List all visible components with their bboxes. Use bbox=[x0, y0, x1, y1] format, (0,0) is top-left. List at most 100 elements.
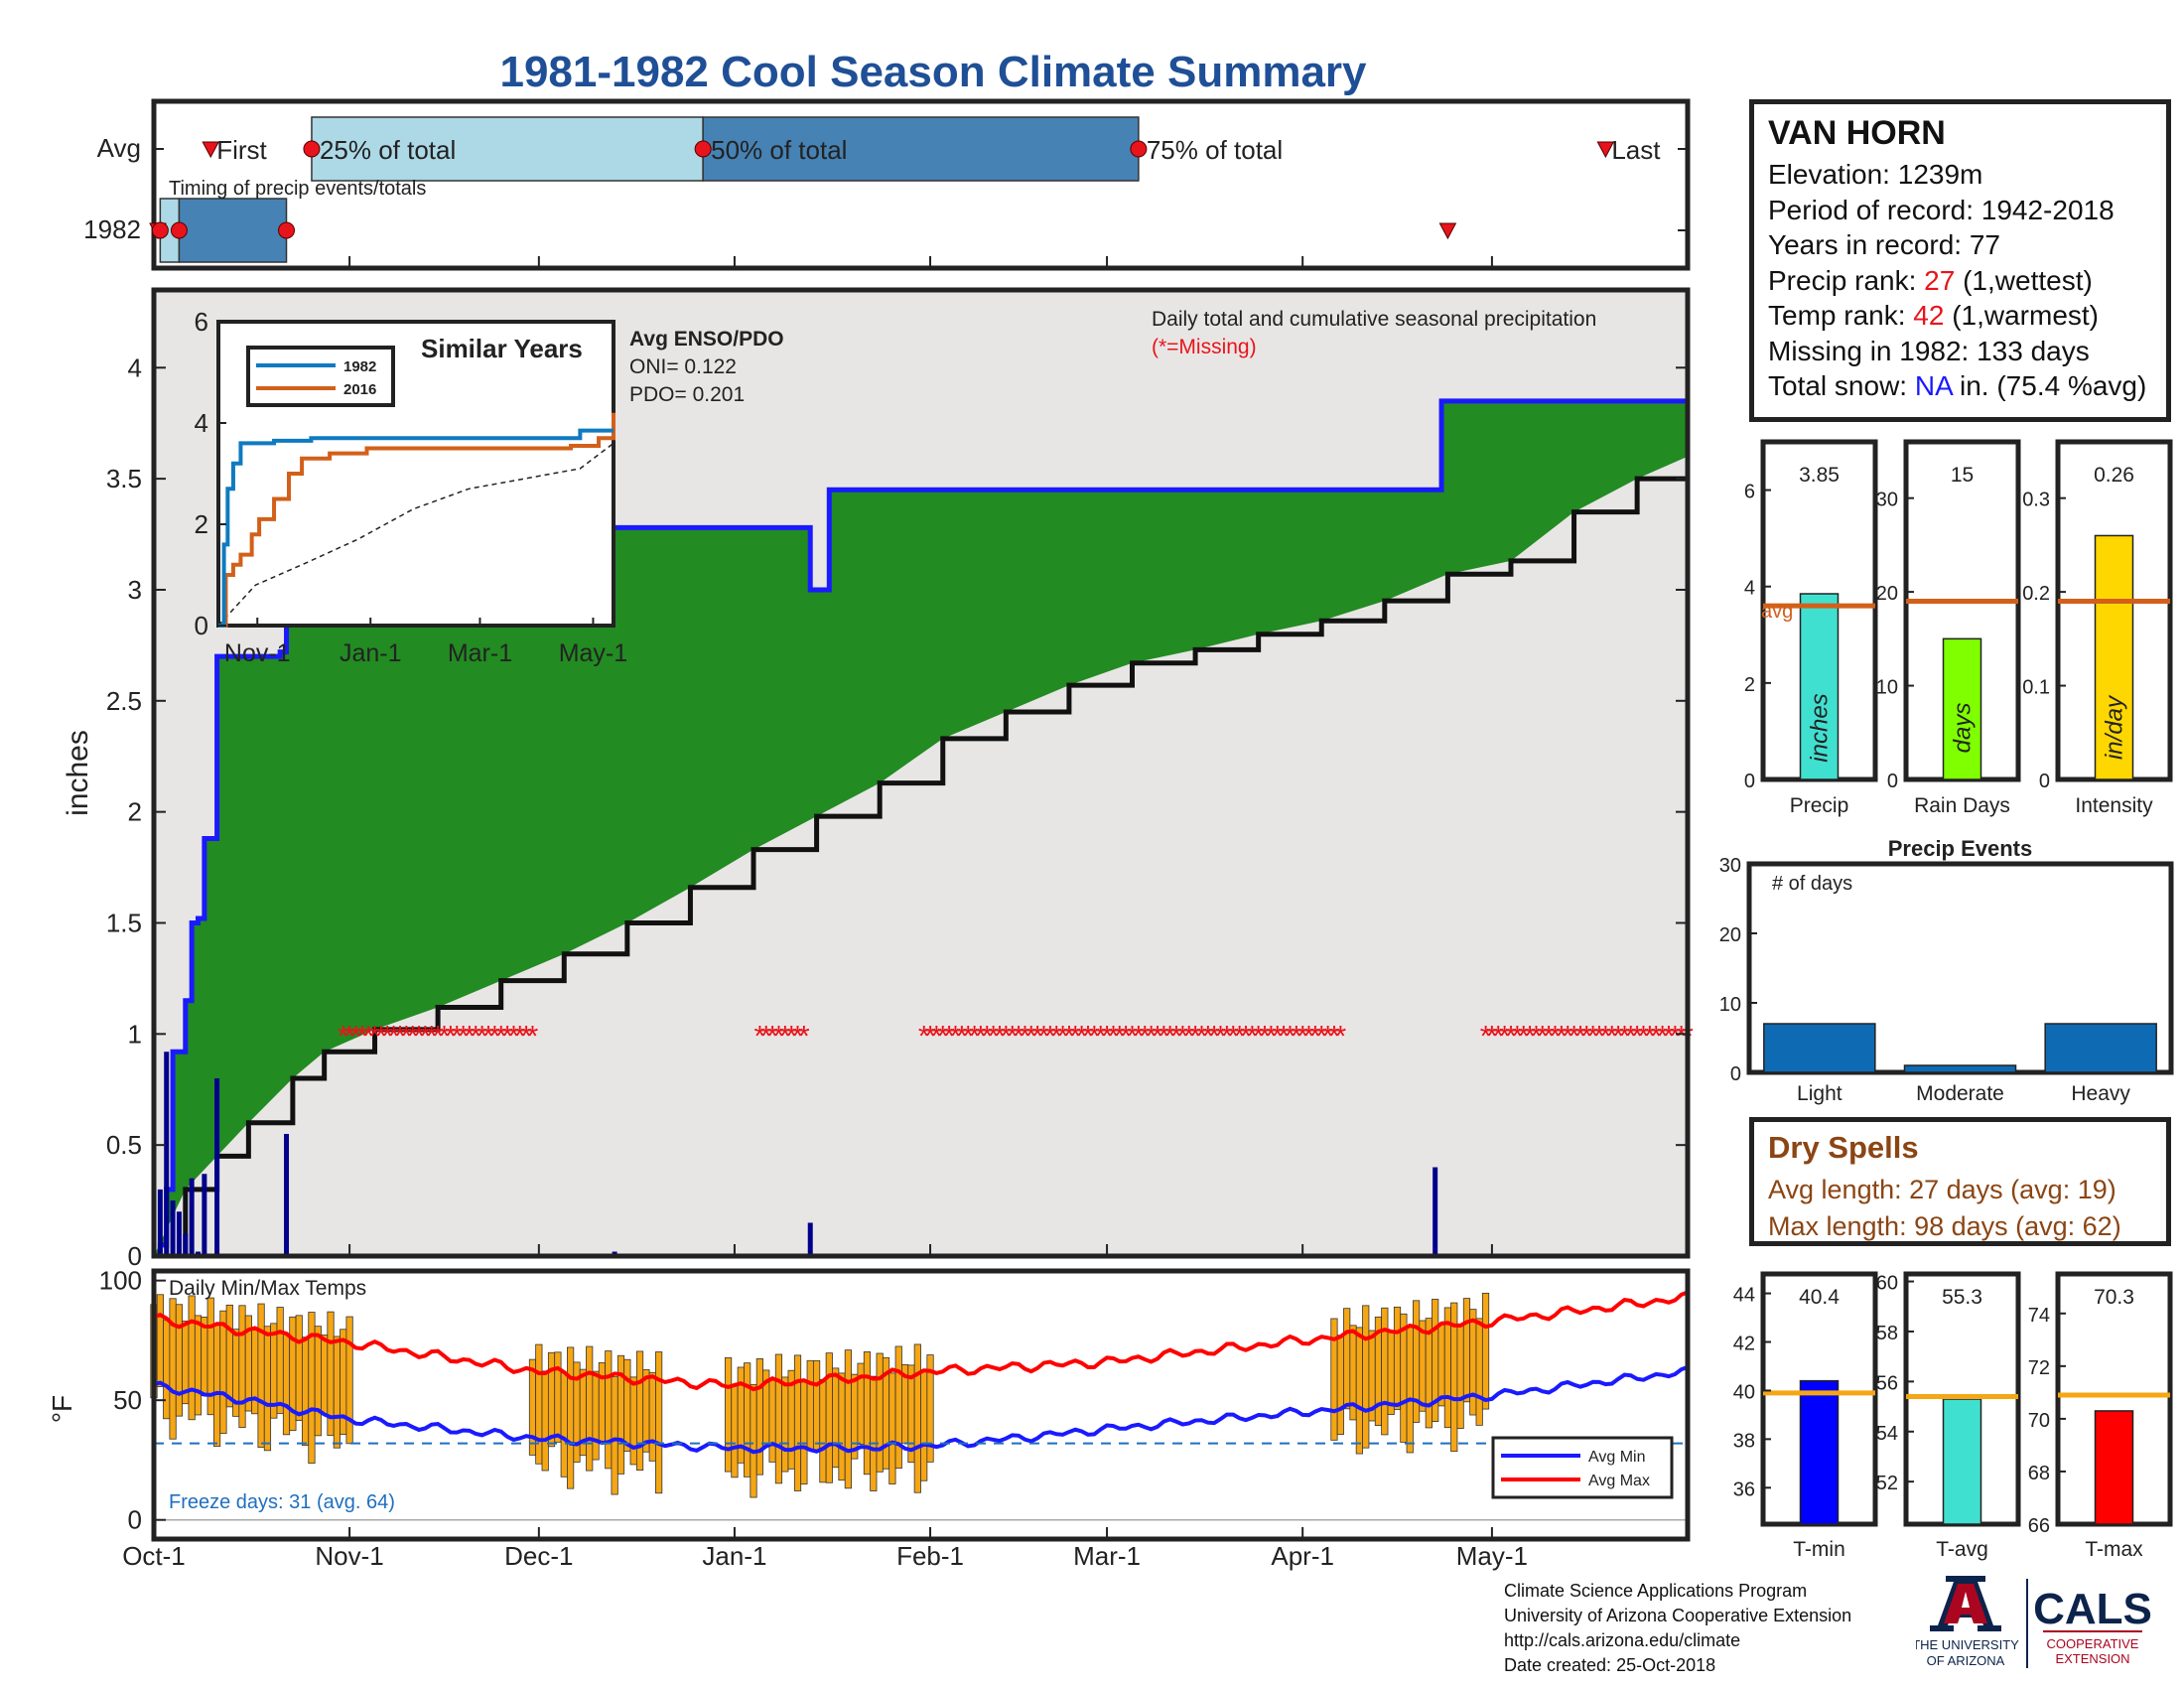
temp-daily-range-bar bbox=[844, 1349, 852, 1489]
dry-spells-max: Max length: 98 days (avg: 62) bbox=[1768, 1211, 2121, 1241]
temp-daily-range-bar bbox=[1469, 1309, 1477, 1416]
temp-daily-range-bar bbox=[276, 1307, 284, 1414]
precip-ytick-label: 2.5 bbox=[106, 686, 142, 716]
mini-xlabel: Rain Days bbox=[1914, 794, 2010, 817]
missing-day-marker: * bbox=[470, 1020, 481, 1053]
missing-day-marker: * bbox=[766, 1020, 778, 1053]
temp-daily-range-bar bbox=[554, 1351, 562, 1443]
missing-day-marker: * bbox=[1505, 1020, 1517, 1053]
missing-day-marker: * bbox=[1114, 1020, 1126, 1053]
precip-daily-bar bbox=[189, 1178, 195, 1256]
missing-day-marker: * bbox=[1543, 1020, 1555, 1053]
temp-daily-range-bar bbox=[755, 1358, 763, 1476]
timing-avg-pct-marker bbox=[1130, 140, 1148, 158]
station-info-box: VAN HORN Elevation: 1239m Period of reco… bbox=[1749, 99, 2171, 422]
precip-daily-bar bbox=[202, 1174, 207, 1256]
missing-day-marker: * bbox=[1108, 1020, 1120, 1053]
mini-bar-precip bbox=[1799, 593, 1840, 780]
missing-day-marker: * bbox=[1196, 1020, 1208, 1053]
missing-day-marker: * bbox=[1297, 1020, 1308, 1053]
missing-day-marker: * bbox=[950, 1020, 962, 1053]
precip-event-label: Light bbox=[1797, 1082, 1843, 1105]
temp-panel-frame bbox=[151, 1268, 1691, 1542]
missing-day-marker: * bbox=[501, 1020, 513, 1053]
missing-day-marker: * bbox=[1285, 1020, 1297, 1053]
precip-ylabel: inches bbox=[62, 730, 94, 816]
temp-daily-range-bar bbox=[206, 1297, 214, 1416]
temp-ytick-label: 50 bbox=[113, 1385, 142, 1415]
temp-rank: Temp rank: 42 (1,warmest) bbox=[1768, 300, 2100, 331]
missing-day-marker: * bbox=[1619, 1020, 1631, 1053]
temp-daily-range-bar bbox=[560, 1372, 568, 1477]
station-elevation: Elevation: 1239m bbox=[1768, 159, 1983, 190]
mini-avg-label: avg bbox=[1761, 601, 1793, 623]
temp-daily-range-bar bbox=[567, 1346, 575, 1489]
missing-day-marker: * bbox=[1164, 1020, 1176, 1053]
temp-daily-range-bar bbox=[1475, 1318, 1483, 1426]
missing-day-marker: * bbox=[488, 1020, 500, 1053]
missing-day-marker: * bbox=[514, 1020, 526, 1053]
logo-university-line2: OF ARIZONA bbox=[1927, 1653, 2005, 1668]
temp-daily-range-bar bbox=[163, 1320, 171, 1420]
temp-daily-range-bar bbox=[793, 1354, 802, 1491]
temp-summary-ytick-label: 74 bbox=[2028, 1305, 2050, 1327]
missing-day-marker: * bbox=[1038, 1020, 1050, 1053]
temp-daily-range-bar bbox=[724, 1356, 733, 1473]
missing-day-marker: * bbox=[1076, 1020, 1088, 1053]
mini-value-label: 15 bbox=[1951, 464, 1974, 487]
temp-daily-range-bar bbox=[1336, 1335, 1344, 1436]
month-label: Mar-1 bbox=[1073, 1541, 1141, 1571]
missing-day-marker: * bbox=[527, 1020, 539, 1053]
temp-daily-range-bar bbox=[528, 1358, 537, 1456]
missing-day-marker: * bbox=[1612, 1020, 1624, 1053]
missing-day-marker: * bbox=[1044, 1020, 1056, 1053]
missing-day-marker: * bbox=[1127, 1020, 1139, 1053]
arizona-a-icon bbox=[1930, 1576, 2001, 1631]
missing-day-marker: * bbox=[1272, 1020, 1284, 1053]
mini-ytick-label: 6 bbox=[1744, 482, 1755, 503]
temp-daily-range-bar bbox=[1437, 1324, 1445, 1407]
timing-avg-first-label: First bbox=[216, 135, 267, 165]
precip-missing-note: (*=Missing) bbox=[1152, 336, 1257, 358]
precip-ytick-label: 0.5 bbox=[106, 1130, 142, 1160]
missing-day-marker: * bbox=[362, 1020, 374, 1053]
temp-daily-range-bar bbox=[314, 1326, 322, 1437]
timing-1982-pct-marker bbox=[278, 221, 296, 239]
missing-day-marker: * bbox=[988, 1020, 1000, 1053]
missing-day-marker: * bbox=[1146, 1020, 1158, 1053]
precip-event-bar bbox=[1903, 1064, 2017, 1073]
missing-day-marker: * bbox=[1227, 1020, 1239, 1053]
missing-day-marker: * bbox=[458, 1020, 470, 1053]
temp-summary-label: T-min bbox=[1793, 1538, 1845, 1561]
missing-day-marker: * bbox=[1499, 1020, 1511, 1053]
mini-ytick-label: 0 bbox=[1887, 771, 1898, 792]
mini-ytick-label: 20 bbox=[1876, 583, 1898, 605]
missing-day-marker: * bbox=[773, 1020, 785, 1053]
missing-day-marker: * bbox=[445, 1020, 457, 1053]
missing-day-marker: * bbox=[338, 1020, 349, 1053]
missing-day-marker: * bbox=[962, 1020, 974, 1053]
missing-day-marker: * bbox=[1556, 1020, 1568, 1053]
precip-event-bar bbox=[1763, 1023, 1876, 1073]
credit-line: http://cals.arizona.edu/climate bbox=[1504, 1630, 1741, 1650]
temp-summary-ytick-label: 36 bbox=[1733, 1478, 1755, 1500]
temp-daily-range-bar bbox=[1419, 1320, 1427, 1412]
missing-day-marker: * bbox=[1537, 1020, 1549, 1053]
temp-summary-bar bbox=[1942, 1398, 1982, 1525]
missing-day-marker: * bbox=[1600, 1020, 1612, 1053]
dry-spells-avg: Avg length: 27 days (avg: 19) bbox=[1768, 1175, 2116, 1204]
missing-day-marker: * bbox=[432, 1020, 444, 1053]
precip-cumulative-1982-line bbox=[154, 398, 1688, 1259]
events-ytick-label: 30 bbox=[1719, 855, 1741, 877]
station-period: Period of record: 1942-2018 bbox=[1768, 194, 2115, 225]
missing-day-marker: * bbox=[1480, 1020, 1492, 1053]
station-years: Years in record: 77 bbox=[1768, 229, 2000, 260]
dry-spells-box: Dry Spells Avg length: 27 days (avg: 19)… bbox=[1749, 1117, 2171, 1246]
missing-day-marker: * bbox=[394, 1020, 406, 1053]
precip-ytick-label: 3.5 bbox=[106, 464, 142, 493]
missing-day-marker: * bbox=[1663, 1020, 1675, 1053]
missing-day-marker: * bbox=[981, 1020, 993, 1053]
missing-day-marker: * bbox=[1580, 1020, 1592, 1053]
missing-day-marker: * bbox=[937, 1020, 949, 1053]
inset-xtick-label: Nov-1 bbox=[224, 639, 291, 667]
